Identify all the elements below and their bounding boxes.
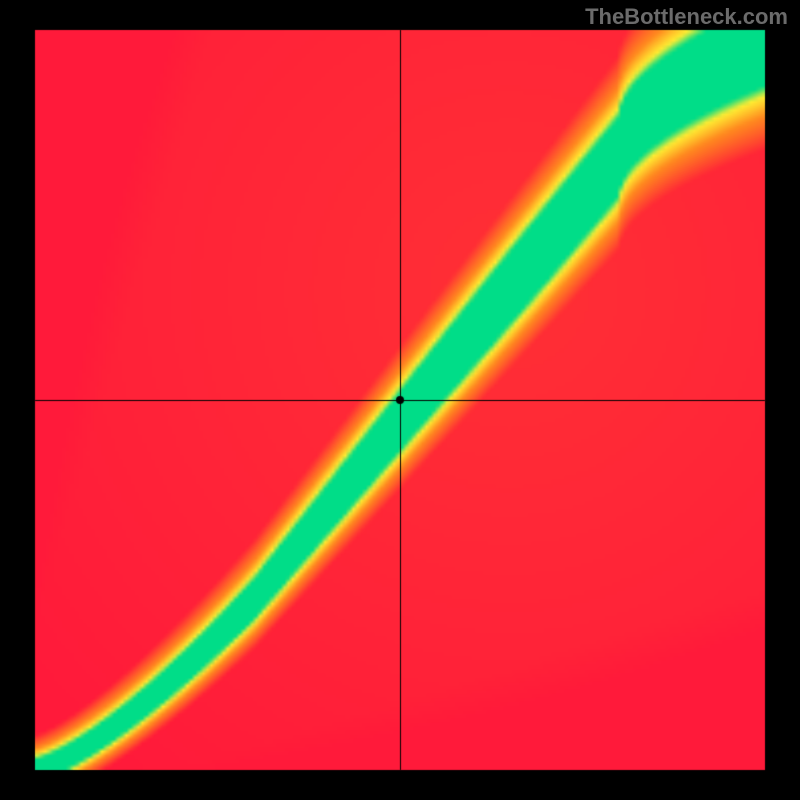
heatmap-canvas <box>0 0 800 800</box>
watermark-text: TheBottleneck.com <box>585 4 788 30</box>
chart-container: TheBottleneck.com <box>0 0 800 800</box>
